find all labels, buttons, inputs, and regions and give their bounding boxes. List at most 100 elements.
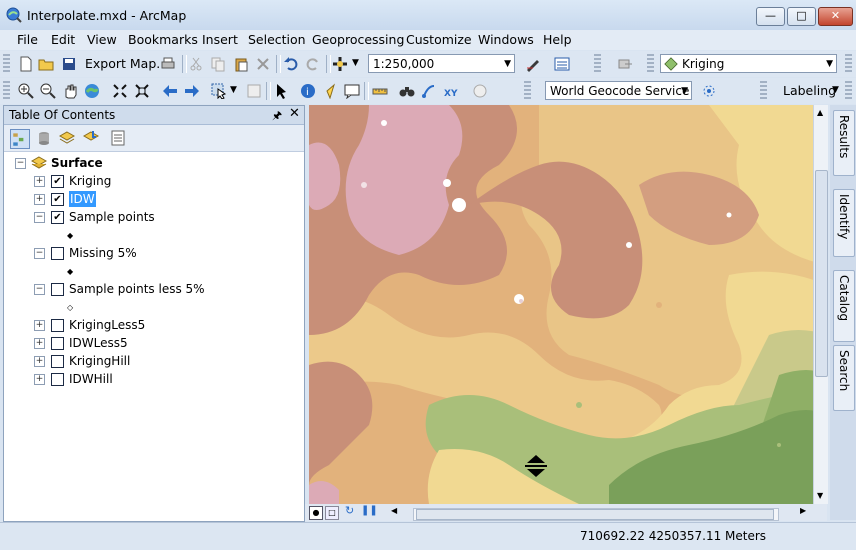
table-of-contents-icon[interactable] <box>554 56 570 72</box>
menu-customize[interactable]: Customize <box>406 32 472 47</box>
go-back-icon[interactable] <box>162 83 178 99</box>
layer-visibility-checkbox[interactable] <box>51 247 64 260</box>
clear-selection-icon[interactable] <box>246 83 262 99</box>
toolbar-grip[interactable] <box>760 81 767 101</box>
zoom-in-icon[interactable] <box>18 83 34 99</box>
go-to-xy-icon[interactable]: XY <box>443 83 459 99</box>
layer-visibility-checkbox[interactable] <box>51 337 64 350</box>
undo-icon[interactable] <box>283 56 299 72</box>
menu-file[interactable]: File <box>17 32 38 47</box>
select-elements-icon[interactable] <box>273 83 289 99</box>
menu-help[interactable]: Help <box>543 32 572 47</box>
layer-row[interactable]: + ✔ Kriging <box>4 173 304 189</box>
search-tab[interactable]: Search <box>833 345 855 411</box>
catalog-tab[interactable]: Catalog <box>833 270 855 342</box>
layer-group-row[interactable]: − Surface <box>4 155 304 171</box>
collapse-icon[interactable]: − <box>34 284 45 295</box>
options-icon[interactable] <box>110 130 126 146</box>
refresh-icon[interactable]: ↻ <box>345 504 355 517</box>
delete-icon[interactable] <box>255 56 271 72</box>
expand-icon[interactable]: + <box>34 320 45 331</box>
zoom-out-icon[interactable] <box>40 83 56 99</box>
layer-visibility-checkbox[interactable] <box>51 355 64 368</box>
pan-icon[interactable] <box>62 83 78 99</box>
scroll-right-icon[interactable]: ▶ <box>800 506 807 515</box>
copy-icon[interactable] <box>210 56 226 72</box>
labeling-dropdown-icon[interactable]: ▼ <box>832 85 839 95</box>
paste-icon[interactable] <box>233 56 249 72</box>
menu-view[interactable]: View <box>87 32 117 47</box>
save-icon[interactable] <box>61 56 77 72</box>
layer-visibility-checkbox[interactable]: ✔ <box>51 193 64 206</box>
horizontal-scroll-thumb[interactable] <box>416 509 774 520</box>
close-button[interactable]: ✕ <box>818 7 853 26</box>
export-map-button[interactable]: Export Map... <box>85 56 169 71</box>
list-by-drawing-order-icon[interactable] <box>10 129 30 149</box>
html-popup-icon[interactable] <box>344 83 360 99</box>
expand-icon[interactable]: + <box>34 176 45 187</box>
print-icon[interactable] <box>160 56 176 72</box>
expand-icon[interactable]: + <box>34 338 45 349</box>
labeling-menu[interactable]: Labeling <box>783 83 837 98</box>
collapse-icon[interactable]: − <box>15 158 26 169</box>
collapse-icon[interactable]: − <box>34 248 45 259</box>
layer-row[interactable]: − ✔ Sample points <box>4 209 304 225</box>
collapse-icon[interactable]: − <box>34 212 45 223</box>
layer-row[interactable]: + KrigingLess5 <box>4 317 304 333</box>
menu-geoprocessing[interactable]: Geoprocessing <box>312 32 405 47</box>
expand-icon[interactable]: + <box>34 194 45 205</box>
toolbar-grip[interactable] <box>845 54 852 74</box>
toolbar-grip[interactable] <box>845 81 852 101</box>
layer-row[interactable]: + IDWLess5 <box>4 335 304 351</box>
full-extent-icon[interactable] <box>84 83 100 99</box>
scroll-down-icon[interactable]: ▼ <box>817 491 824 500</box>
go-forward-icon[interactable] <box>184 83 200 99</box>
map-vertical-scrollbar[interactable]: ▲ ▼ <box>813 105 828 504</box>
layer-visibility-checkbox[interactable] <box>51 373 64 386</box>
maximize-button[interactable]: □ <box>787 7 816 26</box>
toolbar-grip[interactable] <box>3 81 10 101</box>
toolbar-grip[interactable] <box>594 54 601 74</box>
measure-icon[interactable] <box>372 83 388 99</box>
vertical-scroll-thumb[interactable] <box>815 170 828 377</box>
scroll-up-icon[interactable]: ▲ <box>817 108 824 117</box>
layer-row[interactable]: − Missing 5% <box>4 245 304 261</box>
geocode-service-combo[interactable]: World Geocode Service (A ▼ <box>545 81 692 100</box>
toolbar-grip[interactable] <box>3 54 10 74</box>
scroll-left-icon[interactable]: ◀ <box>391 506 398 515</box>
find-icon[interactable] <box>399 83 415 99</box>
expand-icon[interactable]: + <box>34 374 45 385</box>
list-by-source-icon[interactable] <box>36 130 52 146</box>
menu-bookmarks[interactable]: Bookmarks <box>128 32 198 47</box>
toolbar-grip[interactable] <box>524 81 531 101</box>
menu-windows[interactable]: Windows <box>478 32 534 47</box>
fixed-zoom-out-icon[interactable] <box>134 83 150 99</box>
open-folder-icon[interactable] <box>38 56 54 72</box>
identify-icon[interactable]: i <box>300 83 316 99</box>
layout-view-icon[interactable]: □ <box>325 506 339 520</box>
menu-selection[interactable]: Selection <box>248 32 306 47</box>
data-view-icon[interactable]: ● <box>309 506 323 520</box>
find-route-icon[interactable] <box>421 83 437 99</box>
layer-row[interactable]: + KrigingHill <box>4 353 304 369</box>
address-locator-icon[interactable] <box>701 83 717 99</box>
list-by-selection-icon[interactable] <box>83 130 99 146</box>
map-horizontal-scrollbar[interactable] <box>413 508 779 521</box>
layer-visibility-checkbox[interactable]: ✔ <box>51 175 64 188</box>
layer-visibility-checkbox[interactable]: ✔ <box>51 211 64 224</box>
pause-drawing-icon[interactable]: ❚❚ <box>361 505 378 516</box>
georeference-icon[interactable] <box>617 56 633 72</box>
layer-combo[interactable]: Kriging ▼ <box>660 54 837 73</box>
new-document-icon[interactable] <box>18 56 34 72</box>
layer-row[interactable]: + ✔ IDW <box>4 191 304 207</box>
fixed-zoom-in-icon[interactable] <box>112 83 128 99</box>
results-tab[interactable]: Results <box>833 110 855 176</box>
editor-toolbar-icon[interactable] <box>525 56 541 72</box>
list-by-visibility-icon[interactable] <box>59 130 75 146</box>
add-data-dropdown-icon[interactable]: ▼ <box>352 58 359 68</box>
select-dropdown-icon[interactable]: ▼ <box>230 85 237 95</box>
layer-row[interactable]: + IDWHill <box>4 371 304 387</box>
pin-icon[interactable]: 🖈 <box>272 109 283 122</box>
scale-combo[interactable]: 1:250,000 ▼ <box>368 54 515 73</box>
time-slider-icon[interactable] <box>472 83 488 99</box>
